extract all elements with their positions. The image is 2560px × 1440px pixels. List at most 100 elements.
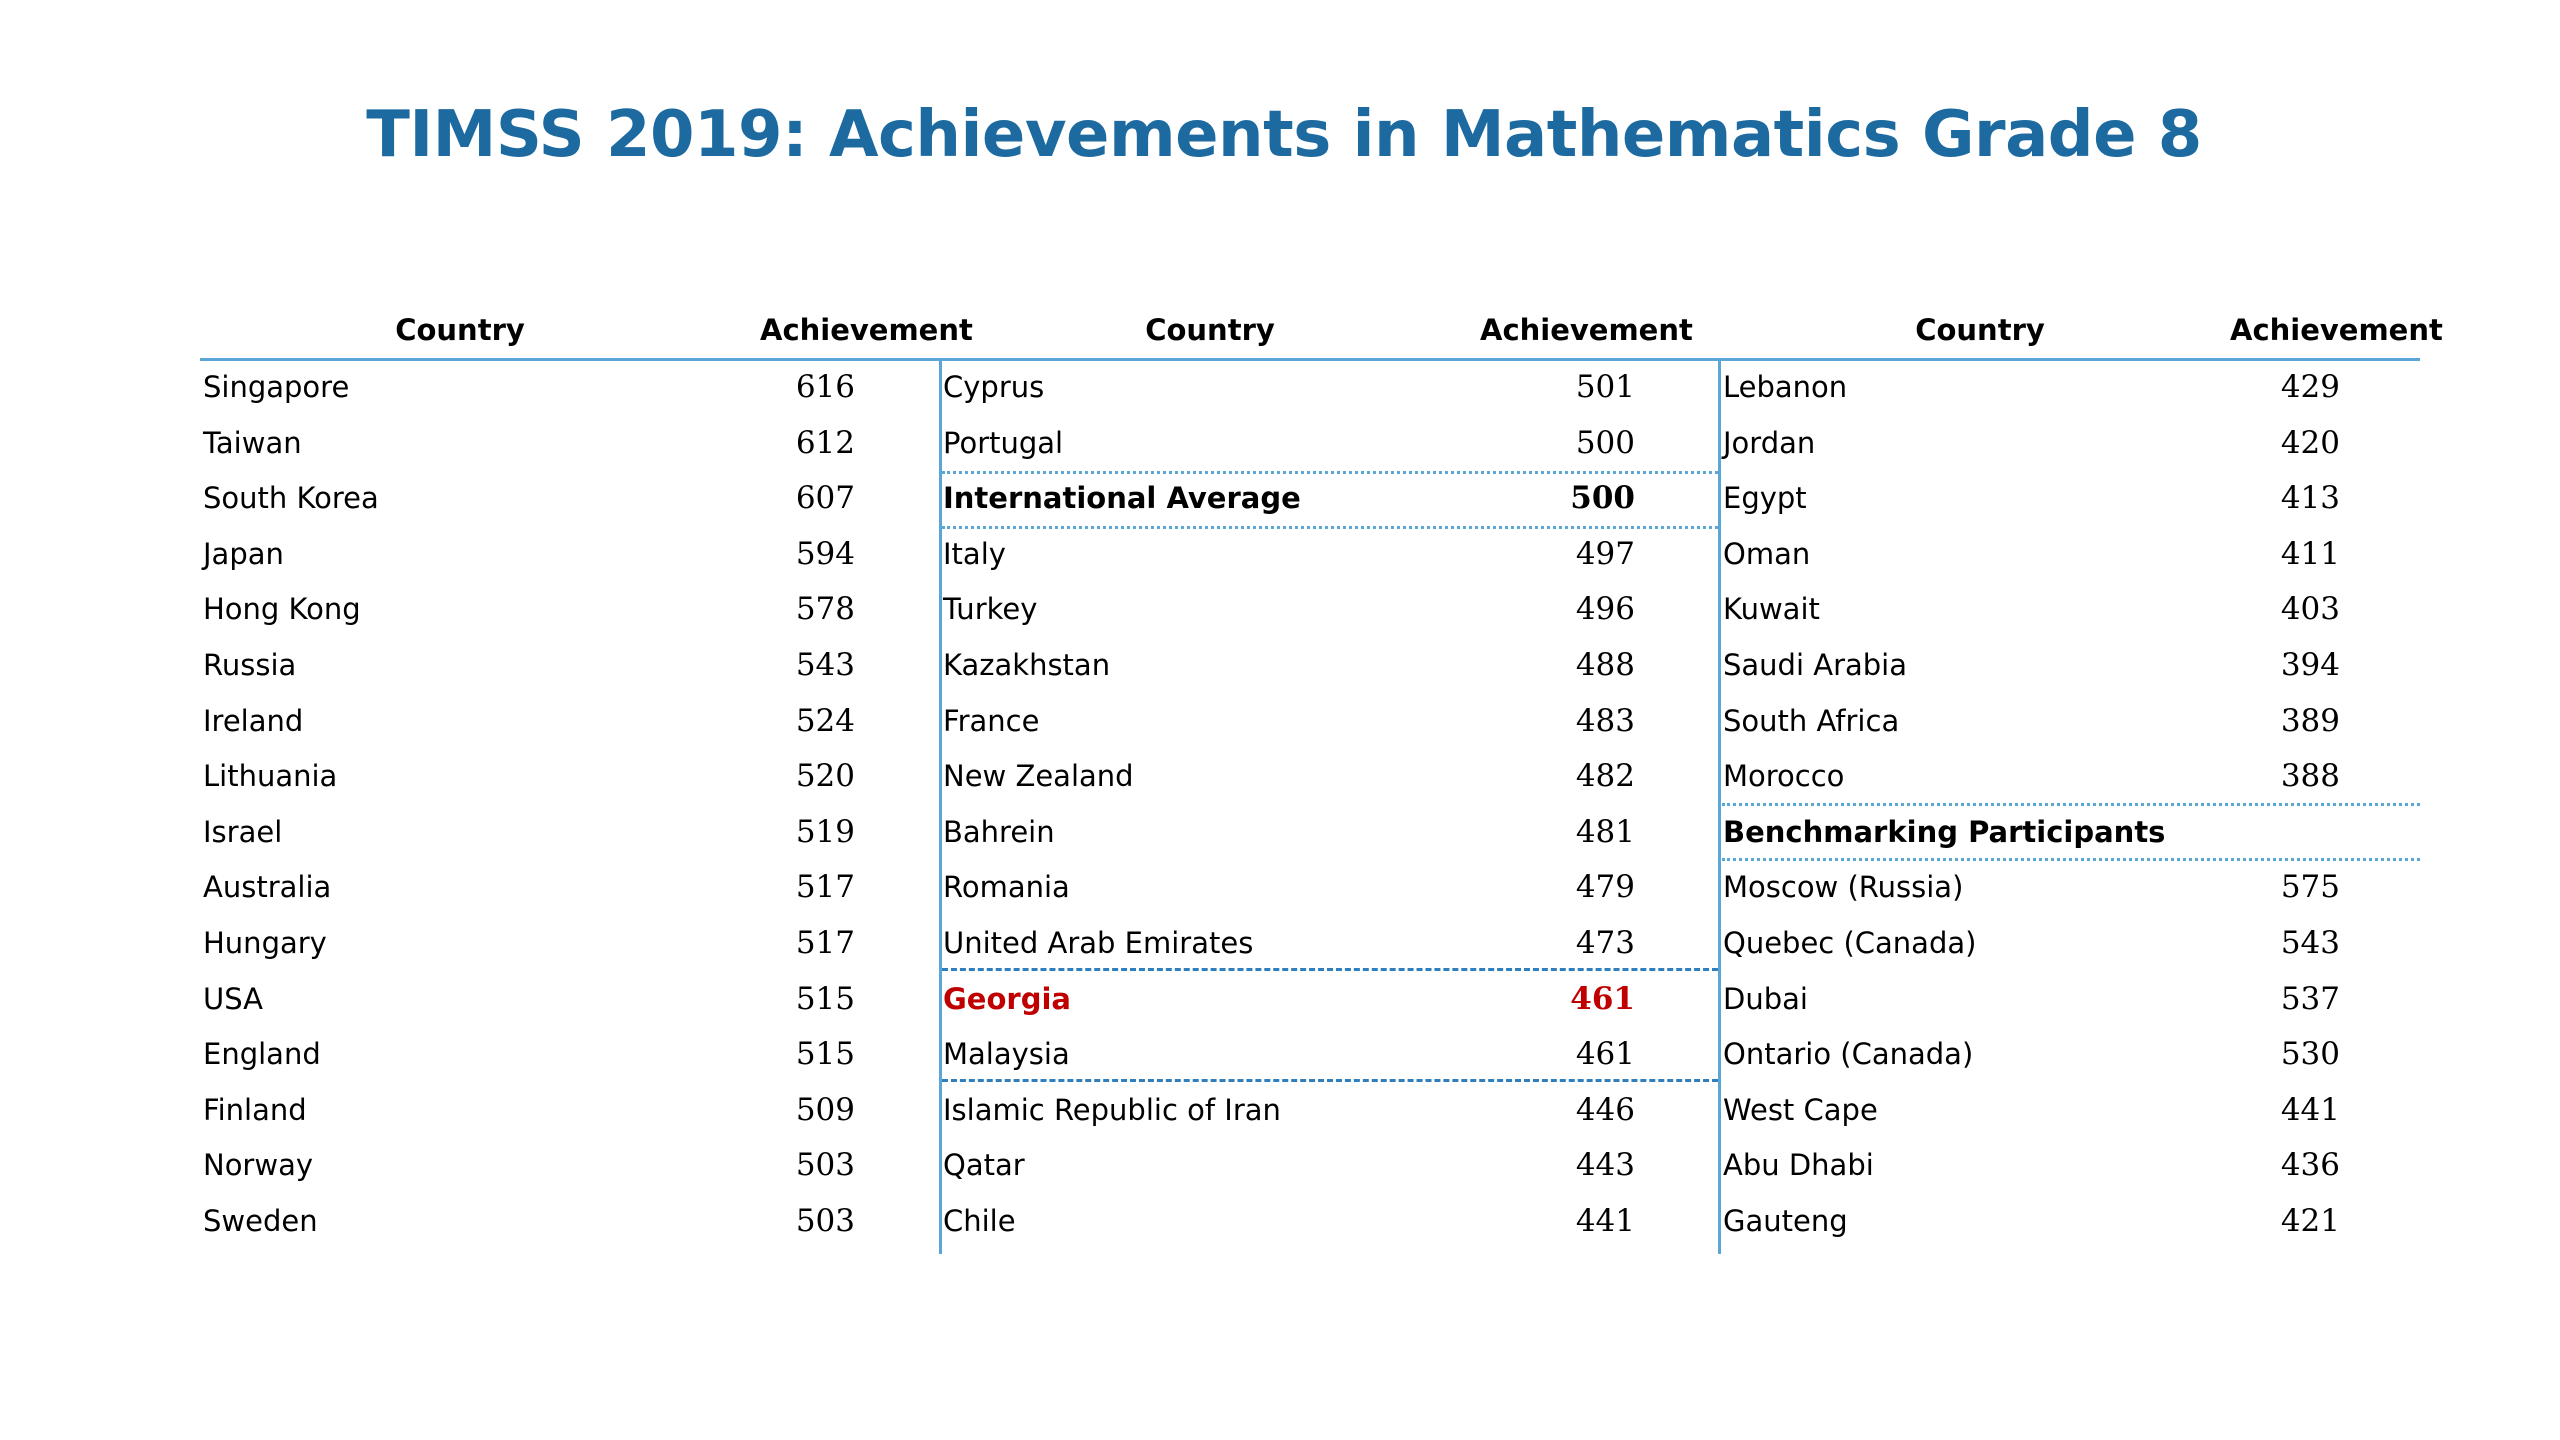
table-row: Quebec (Canada) 543 [1720,915,2420,971]
table-row: Chile 441 [940,1193,1720,1249]
achievement-score: 543 [795,647,855,683]
header-rule [1720,358,2420,361]
country-name: New Zealand [943,759,1134,794]
country-name: Lithuania [203,759,338,794]
achievement-score: 446 [1575,1091,1635,1128]
achievement-score: 441 [2280,1091,2340,1128]
table-row: Hungary 517 [200,915,940,971]
country-name: Sweden [203,1204,318,1238]
table-row: Lebanon 429 [1720,359,2420,415]
country-name: Australia [203,870,332,905]
highlight-box-top [942,968,1718,971]
achievement-score: 482 [1575,758,1635,795]
table-row: Kuwait 403 [1720,581,2420,637]
achievement-score: 515 [795,1036,855,1073]
table-row: USA 515 [200,971,940,1027]
country-name: Jordan [1723,425,1816,460]
table-row: New Zealand 482 [940,748,1720,804]
achievement-score: 594 [795,535,855,572]
country-name: Kuwait [1723,592,1820,627]
table-row: Georgia 461 [940,971,1720,1027]
country-name: Hungary [203,926,327,960]
table-row: Saudi Arabia 394 [1720,637,2420,693]
achievement-score: 500 [1575,424,1635,461]
table-row: Turkey 496 [940,581,1720,637]
achievement-score: 421 [2280,1203,2340,1239]
table-row: Ireland 524 [200,693,940,749]
country-name: USA [203,981,264,1016]
achievement-score: 501 [1575,369,1635,405]
country-name: Ontario (Canada) [1723,1037,1974,1072]
country-name: Italy [943,536,1006,571]
country-name: Taiwan [203,425,302,460]
country-name: Chile [943,1204,1016,1238]
achievement-score: 497 [1575,535,1635,572]
achievement-score: 530 [2280,1036,2340,1073]
table-row: Moscow (Russia) 575 [1720,859,2420,915]
country-name: Kazakhstan [943,648,1111,682]
country-name: Islamic Republic of Iran [943,1092,1281,1127]
achievement-score: 443 [1575,1147,1635,1184]
table-row: Russia 543 [200,637,940,693]
header-achievement: Achievement [760,313,973,347]
achievement-score: 441 [1575,1203,1635,1239]
header-achievement: Achievement [1480,313,1693,347]
table-row: South Africa 389 [1720,693,2420,749]
achievement-score: 473 [1575,925,1635,961]
country-name: Gauteng [1723,1204,1848,1238]
country-name: Abu Dhabi [1723,1148,1874,1183]
achievement-score: 429 [2280,369,2340,405]
country-name: Finland [203,1092,307,1127]
table-row: Abu Dhabi 436 [1720,1137,2420,1193]
table-row: Qatar 443 [940,1137,1720,1193]
header-country: Country [1915,313,2045,347]
achievement-score: 524 [795,702,855,739]
table-row: Cyprus 501 [940,359,1720,415]
country-name: England [203,1037,321,1072]
country-name: Russia [203,648,297,682]
country-name: Singapore [203,370,350,404]
column-separator [939,358,942,1254]
table-row: Sweden 503 [200,1193,940,1249]
achievement-score: 388 [2280,758,2340,795]
achievement-score: 503 [795,1147,855,1184]
table-row: Jordan 420 [1720,415,2420,471]
table-row: Japan 594 [200,526,940,582]
highlight-box-bottom [942,1079,1718,1082]
table-row: Dubai 537 [1720,971,2420,1027]
country-name: Oman [1723,536,1811,571]
country-name: Quebec (Canada) [1723,926,1977,960]
table-row: Israel 519 [200,804,940,860]
country-name: Moscow (Russia) [1723,870,1964,905]
country-name: Egypt [1723,481,1807,516]
country-name: United Arab Emirates [943,926,1254,960]
table-row: Malaysia 461 [940,1026,1720,1082]
benchmark-divider-bottom [1722,858,2420,861]
achievement-score: 616 [795,369,855,405]
table-row: United Arab Emirates 473 [940,915,1720,971]
achievement-score: 461 [1570,980,1635,1017]
achievement-score: 496 [1575,591,1635,628]
achievement-score: 488 [1575,647,1635,683]
country-name: Benchmarking Participants [1723,814,2166,849]
achievement-score: 519 [795,813,855,850]
achievement-score: 389 [2280,702,2340,739]
country-name: Ireland [203,703,304,738]
table-row: Finland 509 [200,1082,940,1138]
achievement-score: 483 [1575,702,1635,739]
average-divider-top [942,471,1718,474]
country-name: Saudi Arabia [1723,648,1908,682]
country-name: Georgia [943,981,1071,1016]
achievement-score: 420 [2280,424,2340,461]
achievement-score: 537 [2280,980,2340,1017]
table-row: Bahrein 481 [940,804,1720,860]
table-row: International Average 500 [940,470,1720,526]
achievement-score: 479 [1575,869,1635,906]
achievement-score: 509 [795,1091,855,1128]
table-row: Ontario (Canada) 530 [1720,1026,2420,1082]
achievement-score: 607 [795,480,855,517]
header-achievement: Achievement [2230,313,2443,347]
table-row: Oman 411 [1720,526,2420,582]
benchmark-divider-top [1722,803,2420,806]
slide-title: TIMSS 2019: Achievements in Mathematics … [366,98,2202,172]
